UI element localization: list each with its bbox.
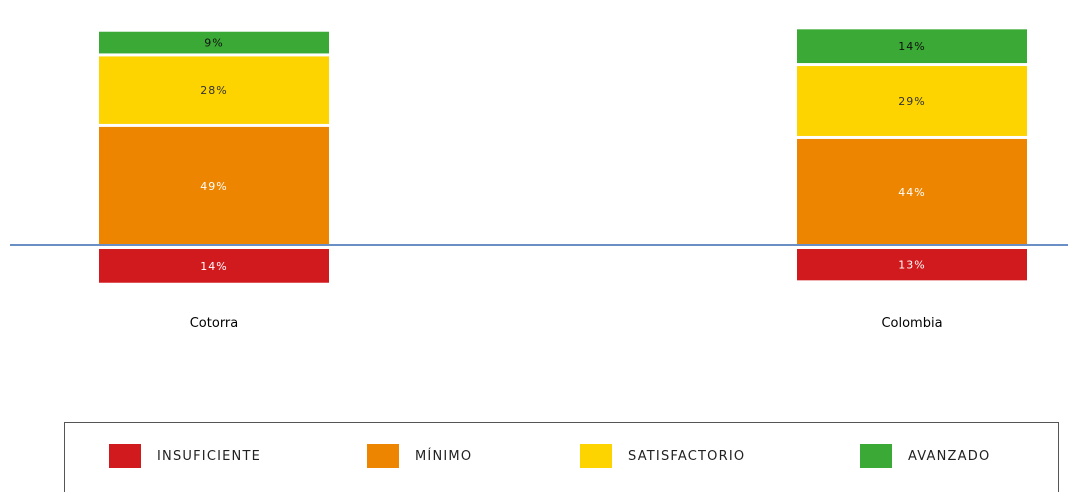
legend-item-satisfactorio: SATISFACTORIO	[580, 444, 745, 468]
bar-minimo-cotorra	[99, 126, 329, 245]
legend-label-minimo: MÍNIMO	[415, 448, 473, 464]
category-label-colombia: Colombia	[881, 316, 942, 331]
legend-swatch-avanzado	[860, 444, 892, 468]
legend-swatch-insuficiente	[109, 444, 141, 468]
legend-item-avanzado: AVANZADO	[860, 444, 990, 468]
stacked-bar-chart: 14% 49% 28% 9% Cotorra 13% 44% 29% 14% Colombia	[10, 29, 1068, 331]
data-label-avanzado-colombia: 14%	[898, 40, 925, 53]
bar-satisfactorio-cotorra	[99, 56, 329, 124]
legend-swatch-minimo	[367, 444, 399, 468]
bar-avanzado-colombia	[797, 29, 1027, 64]
bar-satisfactorio-colombia	[797, 66, 1027, 136]
data-label-satisfactorio-colombia: 29%	[898, 95, 925, 108]
bar-insuficiente-cotorra	[99, 249, 329, 283]
data-label-avanzado-cotorra: 9%	[204, 37, 223, 50]
legend-swatch-satisfactorio	[580, 444, 612, 468]
data-label-insuficiente-cotorra: 14%	[200, 260, 227, 273]
legend-label-avanzado: AVANZADO	[908, 448, 991, 464]
bar-insuficiente-colombia	[797, 249, 1027, 281]
legend-item-insuficiente: INSUFICIENTE	[109, 444, 261, 468]
data-label-satisfactorio-cotorra: 28%	[200, 84, 227, 97]
data-label-minimo-colombia: 44%	[898, 186, 925, 199]
legend: INSUFICIENTE MÍNIMO SATISFACTORIO AVANZA…	[64, 422, 1059, 492]
category-label-cotorra: Cotorra	[190, 316, 239, 331]
legend-label-insuficiente: INSUFICIENTE	[157, 448, 262, 464]
data-label-insuficiente-colombia: 13%	[898, 259, 925, 272]
legend-item-minimo: MÍNIMO	[367, 444, 472, 468]
bar-minimo-colombia	[797, 138, 1027, 245]
bar-avanzado-cotorra	[99, 31, 329, 54]
legend-label-satisfactorio: SATISFACTORIO	[628, 448, 746, 464]
data-label-minimo-cotorra: 49%	[200, 180, 227, 193]
